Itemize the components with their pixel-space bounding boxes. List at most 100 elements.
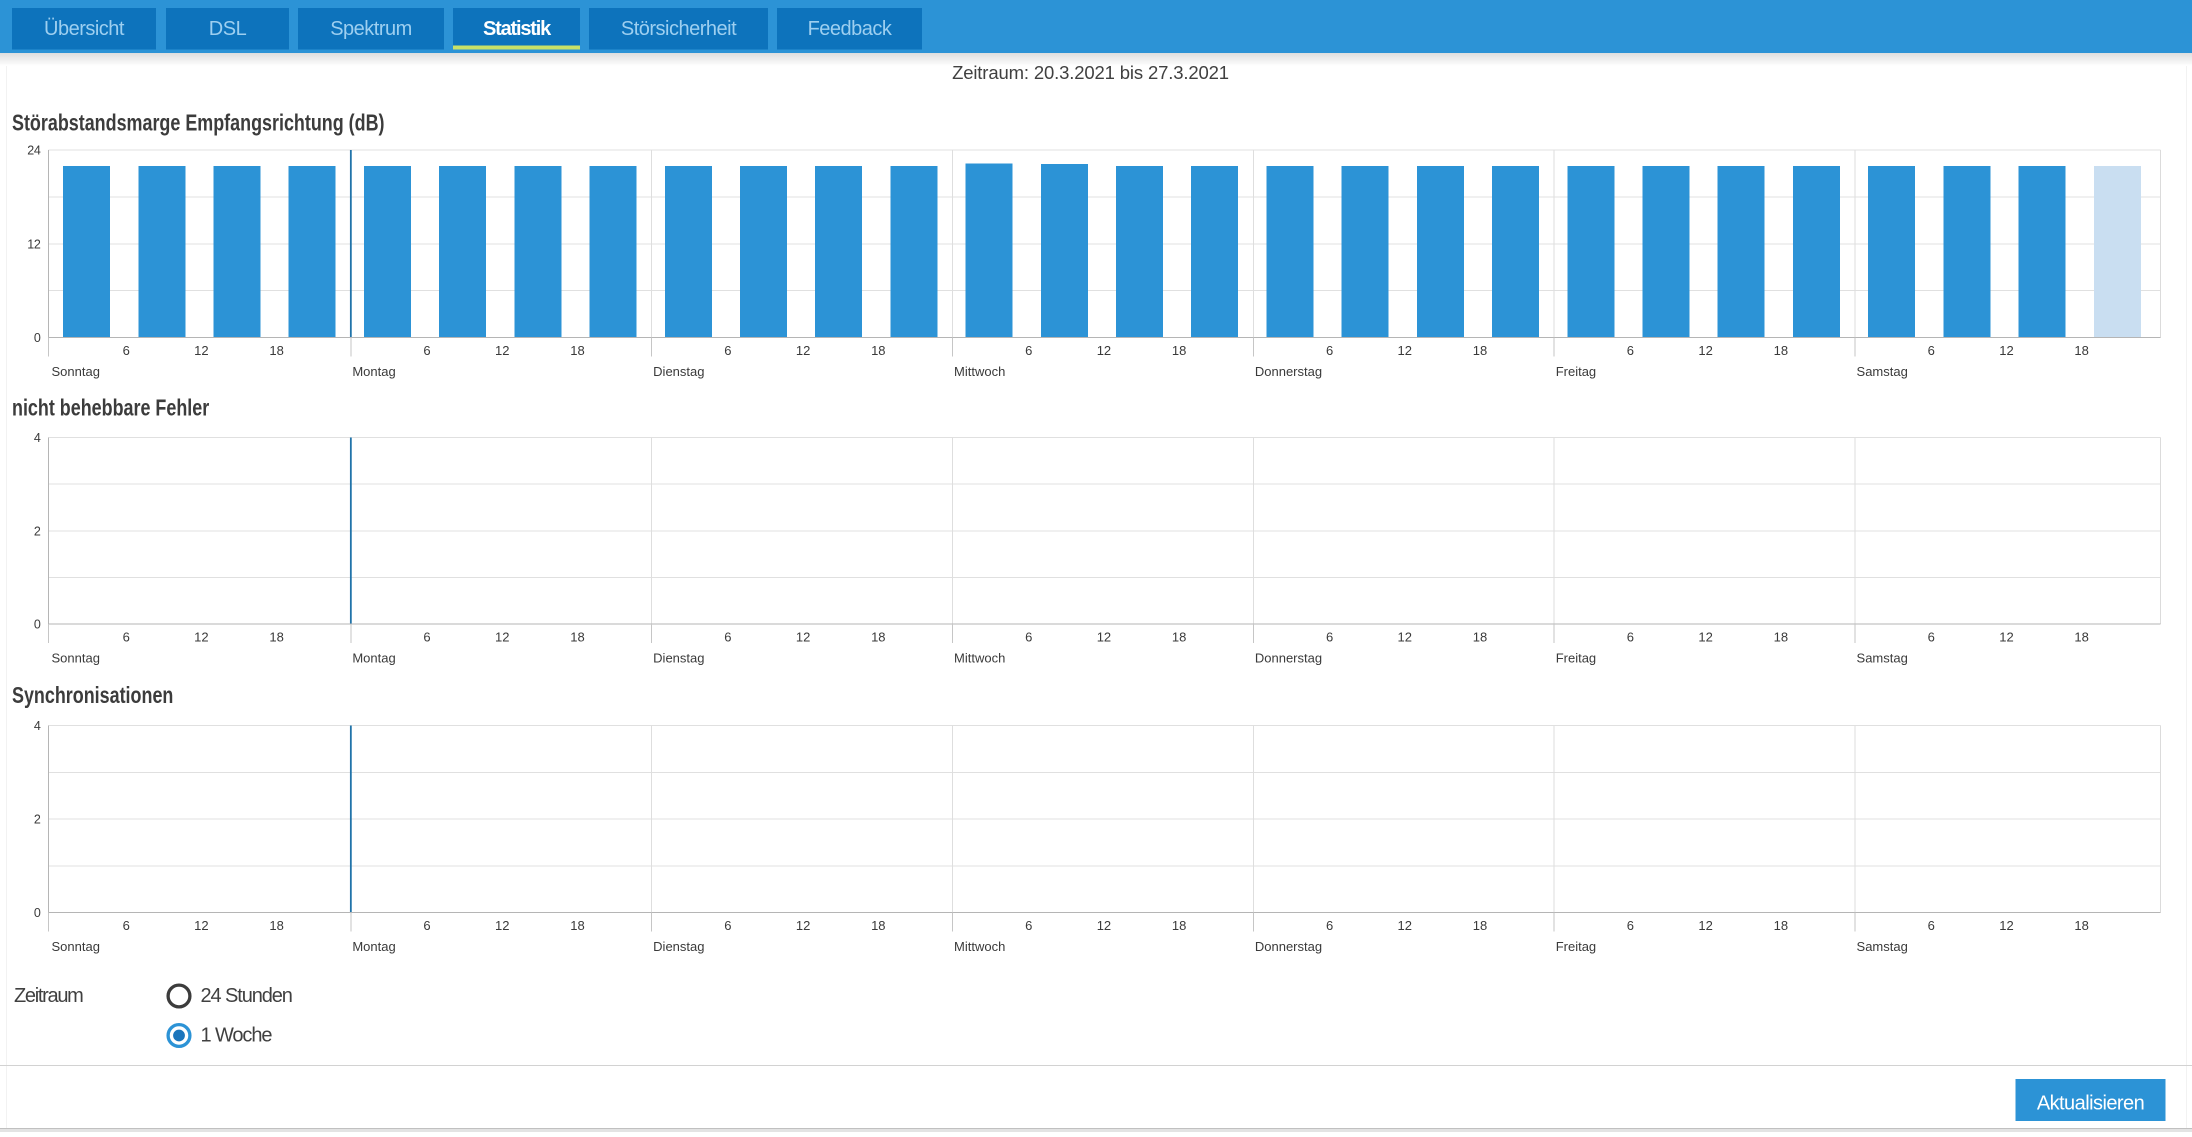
svg-text:6: 6 [123,918,130,933]
svg-text:Montag: Montag [352,939,395,954]
svg-text:6: 6 [724,630,731,645]
svg-text:0: 0 [34,331,41,345]
svg-text:12: 12 [796,343,810,358]
svg-text:12: 12 [796,630,810,645]
svg-text:18: 18 [1774,918,1788,933]
svg-text:12: 12 [1999,343,2013,358]
svg-text:Zeitraum: Zeitraum [14,985,83,1007]
svg-text:12: 12 [1398,918,1412,933]
svg-text:18: 18 [1473,343,1487,358]
svg-text:18: 18 [1172,630,1186,645]
svg-text:12: 12 [1698,630,1712,645]
svg-text:18: 18 [1774,630,1788,645]
svg-text:18: 18 [570,630,584,645]
svg-text:6: 6 [1326,918,1333,933]
svg-text:12: 12 [194,918,208,933]
svg-text:Sonntag: Sonntag [52,651,100,666]
svg-text:Mittwoch: Mittwoch [954,939,1005,954]
svg-text:Montag: Montag [352,364,395,379]
svg-text:12: 12 [1999,630,2013,645]
svg-text:18: 18 [1172,343,1186,358]
svg-text:12: 12 [1097,343,1111,358]
svg-text:6: 6 [1627,918,1634,933]
svg-text:Zeitraum: 20.3.2021 bis 27.3.2: Zeitraum: 20.3.2021 bis 27.3.2021 [952,62,1229,83]
svg-text:6: 6 [1928,343,1935,358]
svg-text:6: 6 [423,343,430,358]
svg-text:Aktualisieren: Aktualisieren [2037,1093,2144,1115]
svg-text:Donnerstag: Donnerstag [1255,651,1322,666]
svg-text:18: 18 [2074,343,2088,358]
svg-text:Mittwoch: Mittwoch [954,651,1005,666]
svg-text:12: 12 [194,343,208,358]
svg-text:18: 18 [570,343,584,358]
svg-text:18: 18 [269,630,283,645]
svg-text:6: 6 [423,630,430,645]
svg-text:Störsicherheit: Störsicherheit [621,18,737,40]
svg-text:18: 18 [269,343,283,358]
svg-text:12: 12 [1398,343,1412,358]
svg-text:6: 6 [1627,630,1634,645]
svg-text:24: 24 [27,144,41,158]
svg-text:Statistik: Statistik [483,18,552,40]
svg-text:18: 18 [570,918,584,933]
svg-text:18: 18 [871,630,885,645]
svg-text:6: 6 [123,343,130,358]
svg-text:6: 6 [1326,343,1333,358]
svg-text:18: 18 [1473,918,1487,933]
svg-text:6: 6 [1928,630,1935,645]
svg-text:6: 6 [724,343,731,358]
svg-text:4: 4 [34,719,41,733]
svg-text:6: 6 [1025,630,1032,645]
svg-text:Montag: Montag [352,651,395,666]
svg-text:12: 12 [1398,630,1412,645]
svg-text:Dienstag: Dienstag [653,364,704,379]
svg-text:18: 18 [2074,630,2088,645]
svg-text:Donnerstag: Donnerstag [1255,364,1322,379]
svg-text:6: 6 [423,918,430,933]
svg-text:2: 2 [34,524,41,538]
svg-text:6: 6 [1025,343,1032,358]
svg-text:18: 18 [269,918,283,933]
svg-text:6: 6 [1928,918,1935,933]
svg-text:Sonntag: Sonntag [52,939,100,954]
svg-text:Freitag: Freitag [1556,939,1596,954]
svg-text:12: 12 [1097,630,1111,645]
svg-text:18: 18 [1473,630,1487,645]
svg-text:Dienstag: Dienstag [653,939,704,954]
svg-text:Mittwoch: Mittwoch [954,364,1005,379]
svg-text:Samstag: Samstag [1857,939,1908,954]
svg-text:Synchronisationen: Synchronisationen [12,683,173,709]
svg-text:0: 0 [34,906,41,920]
svg-text:6: 6 [1025,918,1032,933]
svg-text:18: 18 [2074,918,2088,933]
svg-text:0: 0 [34,618,41,632]
svg-text:Freitag: Freitag [1556,651,1596,666]
svg-text:Dienstag: Dienstag [653,651,704,666]
svg-text:6: 6 [1627,343,1634,358]
svg-text:Samstag: Samstag [1857,364,1908,379]
svg-text:6: 6 [123,630,130,645]
svg-text:6: 6 [1326,630,1333,645]
svg-text:12: 12 [1097,918,1111,933]
svg-text:DSL: DSL [209,18,247,40]
svg-text:12: 12 [1698,918,1712,933]
svg-text:12: 12 [1999,918,2013,933]
svg-text:12: 12 [796,918,810,933]
svg-text:18: 18 [1172,918,1186,933]
svg-text:Störabstandsmarge Empfangsrich: Störabstandsmarge Empfangsrichtung (dB) [12,110,384,136]
svg-text:18: 18 [871,918,885,933]
svg-text:18: 18 [1774,343,1788,358]
svg-text:12: 12 [194,630,208,645]
svg-text:Sonntag: Sonntag [52,364,100,379]
svg-text:Übersicht: Übersicht [44,18,125,40]
svg-text:12: 12 [495,343,509,358]
svg-text:12: 12 [495,918,509,933]
svg-text:12: 12 [495,630,509,645]
svg-text:12: 12 [27,237,41,251]
svg-text:18: 18 [871,343,885,358]
svg-text:Spektrum: Spektrum [330,18,412,40]
svg-text:24 Stunden: 24 Stunden [201,985,292,1007]
svg-text:2: 2 [34,813,41,827]
svg-text:Samstag: Samstag [1857,651,1908,666]
svg-text:12: 12 [1698,343,1712,358]
